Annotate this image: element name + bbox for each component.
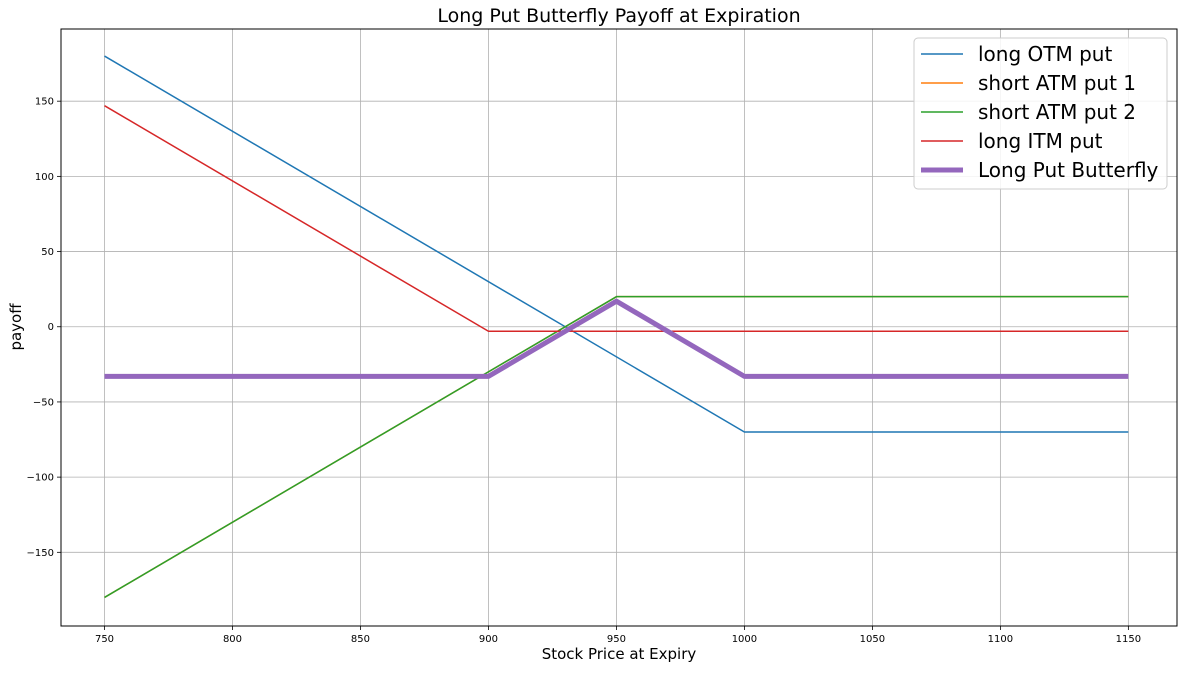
legend-label-short-atm-put-1: short ATM put 1 bbox=[978, 71, 1136, 95]
y-tick-label: −100 bbox=[27, 473, 54, 484]
y-tick-label: 150 bbox=[35, 97, 54, 108]
series-line-long-otm-put bbox=[104, 55, 1129, 433]
y-tick-label: 100 bbox=[35, 172, 54, 183]
axis-ticks: 750 800 850 900 950 1000 1050 1100 1150−150−100−… bbox=[27, 97, 1142, 645]
series-line-long-itm-put bbox=[104, 105, 1129, 333]
series-line-long-put-butterfly bbox=[104, 298, 1129, 379]
x-tick-label: 1100 bbox=[988, 634, 1013, 645]
legend-box bbox=[913, 37, 1168, 190]
y-tick-label: −50 bbox=[33, 397, 54, 408]
y-tick-label: 50 bbox=[41, 247, 54, 258]
x-tick-label: 950 bbox=[607, 634, 626, 645]
legend: long OTM put short ATM put 1 short ATM put… bbox=[913, 37, 1168, 190]
series-line-short-atm-put-2 bbox=[104, 295, 1129, 599]
legend-label-long-put-butterfly: Long Put Butterfly bbox=[978, 158, 1159, 182]
x-tick-label: 900 bbox=[479, 634, 498, 645]
x-tick-label: 800 bbox=[223, 634, 242, 645]
x-tick-label: 750 bbox=[95, 634, 114, 645]
series-lines bbox=[104, 55, 1129, 599]
y-axis-title: payoff bbox=[7, 303, 25, 351]
x-tick-label: 1050 bbox=[860, 634, 885, 645]
x-tick-label: 1150 bbox=[1116, 634, 1141, 645]
x-axis-title: Stock Price at Expiry bbox=[542, 645, 697, 663]
legend-label-long-itm-put: long ITM put bbox=[978, 129, 1103, 153]
plot-frame bbox=[60, 28, 1178, 627]
y-tick-label: −150 bbox=[27, 548, 54, 559]
legend-label-short-atm-put-2: short ATM put 2 bbox=[978, 100, 1136, 124]
chart-title: Long Put Butterfly Payoff at Expiration bbox=[437, 5, 800, 27]
x-tick-label: 1000 bbox=[732, 634, 757, 645]
x-tick-label: 850 bbox=[351, 634, 370, 645]
legend-label-long-otm-put: long OTM put bbox=[978, 42, 1112, 66]
y-tick-label: 0 bbox=[48, 322, 54, 333]
